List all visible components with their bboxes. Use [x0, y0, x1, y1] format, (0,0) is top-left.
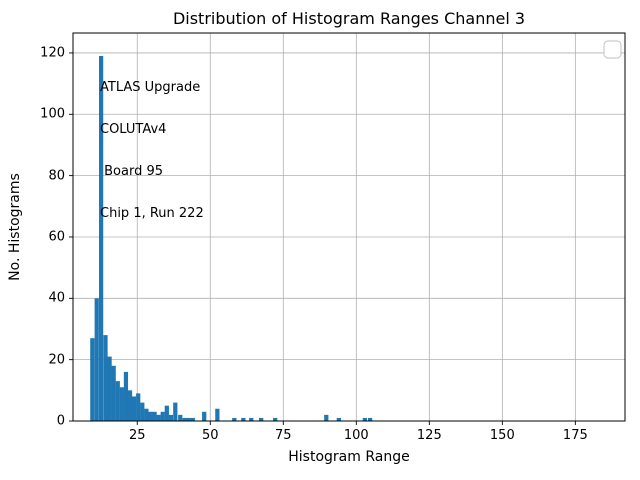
histogram-bar	[156, 414, 161, 421]
annotation-line-chip-run: Chip 1, Run 222	[100, 206, 204, 221]
x-tick-label: 125	[416, 428, 442, 443]
y-tick-label: 0	[56, 413, 65, 429]
histogram-bar	[140, 402, 145, 421]
histogram-bar	[336, 417, 341, 421]
histogram-bar	[107, 356, 112, 421]
x-tick-label: 50	[201, 428, 219, 443]
histogram-bar	[144, 408, 149, 421]
histogram-bar	[152, 411, 157, 421]
histogram-bar	[259, 417, 264, 421]
histogram-bar	[178, 414, 183, 421]
histogram-bar	[119, 387, 124, 421]
annotation-block: ATLAS Upgrade COLUTAv4 Board 95 Chip 1, …	[100, 53, 204, 249]
y-tick-label: 120	[40, 45, 65, 61]
chart-title: Distribution of Histogram Ranges Channel…	[172, 9, 526, 28]
histogram-bar	[202, 411, 207, 421]
axes-spines	[72, 32, 626, 422]
histogram-bar	[148, 411, 153, 421]
histogram-bar	[186, 417, 191, 421]
histogram-bar	[115, 381, 120, 421]
x-axis-label: Histogram Range	[288, 449, 410, 465]
histogram-bar	[182, 417, 187, 421]
histogram-bar	[173, 402, 178, 421]
y-tick-label: 20	[48, 352, 65, 368]
y-tick-label: 40	[48, 290, 65, 306]
legend-box	[603, 40, 622, 59]
histogram-bar	[232, 417, 237, 421]
y-tick-label: 60	[48, 229, 65, 245]
y-tick-label: 80	[48, 168, 65, 184]
histogram-bar	[111, 365, 116, 421]
histogram-bar	[123, 371, 129, 421]
annotation-line-board: Board 95	[100, 164, 164, 179]
histogram-bar	[127, 390, 133, 421]
histogram-bar	[136, 393, 141, 421]
histogram-bar	[90, 338, 95, 421]
x-tick-label: 150	[489, 428, 515, 443]
histogram-bar	[362, 417, 367, 421]
histogram-bar	[103, 335, 108, 421]
histogram-bar	[168, 414, 174, 421]
histogram-bar	[273, 417, 278, 421]
x-tick-label: 25	[128, 428, 146, 443]
y-tick-label: 100	[40, 106, 65, 122]
x-tick-label: 100	[343, 428, 369, 443]
histogram-bar	[131, 396, 137, 421]
histogram-bar	[164, 405, 169, 421]
x-tick-label: 175	[562, 428, 588, 443]
histogram-bar	[367, 417, 373, 421]
histogram-bar	[324, 414, 329, 421]
histogram-bar	[249, 417, 254, 421]
annotation-line-experiment: ATLAS Upgrade	[100, 80, 201, 95]
histogram-bar	[241, 417, 246, 421]
annotation-line-chip-type: COLUTAv4	[100, 122, 167, 137]
histogram-bar	[98, 56, 104, 421]
x-tick-label: 75	[275, 428, 292, 443]
histogram-bar	[94, 298, 99, 421]
histogram-bar	[160, 411, 165, 421]
histogram-bar	[190, 417, 195, 421]
histogram-bar	[215, 408, 220, 421]
